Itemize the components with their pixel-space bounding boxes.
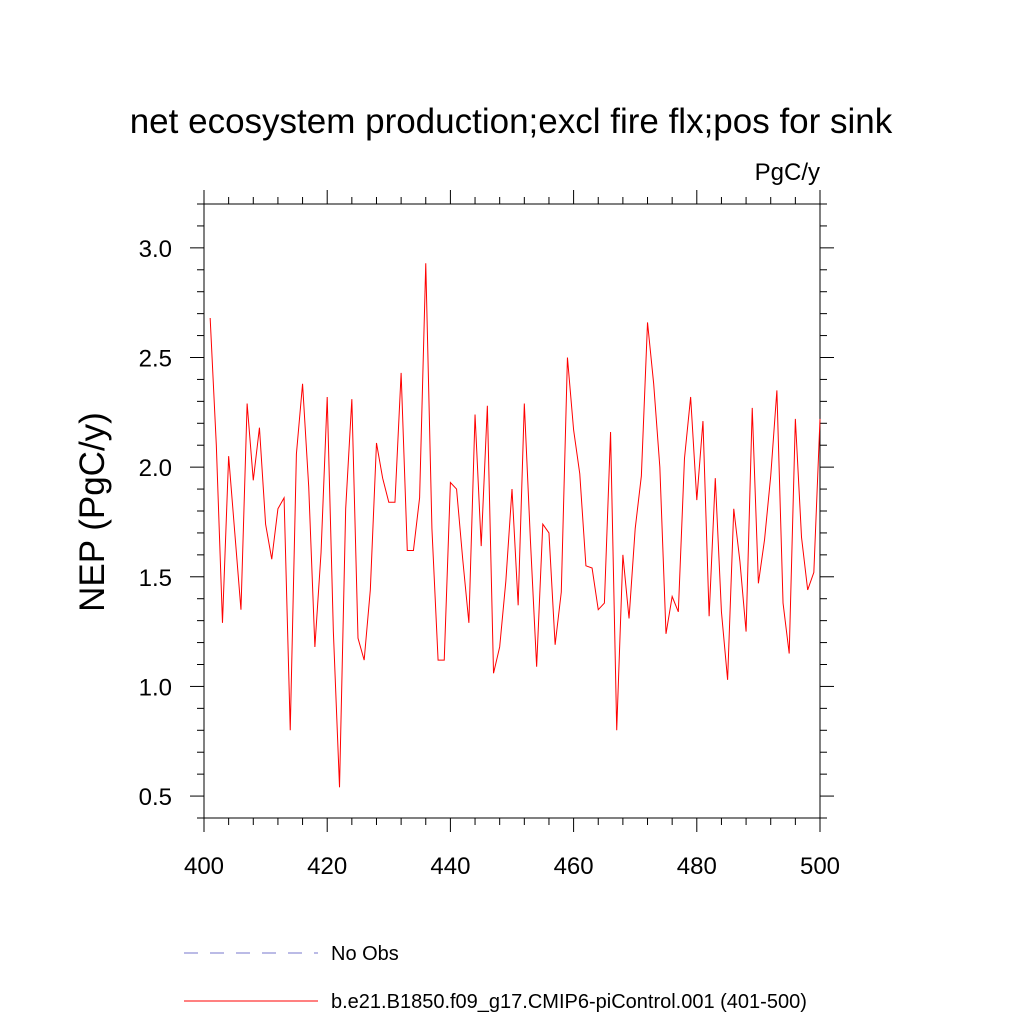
plot-frame [203, 203, 821, 819]
axis-ticks [190, 190, 834, 832]
series-lines [209, 263, 821, 788]
x-tick-label: 460 [554, 853, 594, 880]
series-line-1 [209, 263, 821, 788]
legend: No Obs b.e21.B1850.f09_g17.CMIP6-piContr… [184, 943, 807, 1013]
x-tick-label: 400 [184, 853, 224, 880]
y-tick-label: 1.5 [139, 565, 172, 592]
x-tick-label: 500 [800, 853, 840, 880]
x-tick-label: 440 [430, 853, 470, 880]
x-axis-tick-labels: 400 420 440 460 480 500 [184, 853, 840, 880]
legend-label-no-obs: No Obs [331, 943, 399, 965]
y-tick-label: 3.0 [139, 236, 172, 263]
y-tick-label: 0.5 [139, 784, 172, 811]
legend-label-picontrol: b.e21.B1850.f09_g17.CMIP6-piControl.001 … [331, 991, 807, 1013]
y-tick-label: 2.0 [139, 455, 172, 482]
y-axis-tick-labels: 0.5 1.0 1.5 2.0 2.5 3.0 [139, 236, 172, 811]
chart-title: net ecosystem production;excl fire flx;p… [130, 102, 893, 141]
y-tick-label: 2.5 [139, 346, 172, 373]
units-label: PgC/y [755, 159, 820, 186]
y-axis-label: NEP (PgC/y) [73, 412, 112, 612]
x-tick-label: 420 [307, 853, 347, 880]
y-tick-label: 1.0 [139, 674, 172, 701]
x-tick-label: 480 [677, 853, 717, 880]
